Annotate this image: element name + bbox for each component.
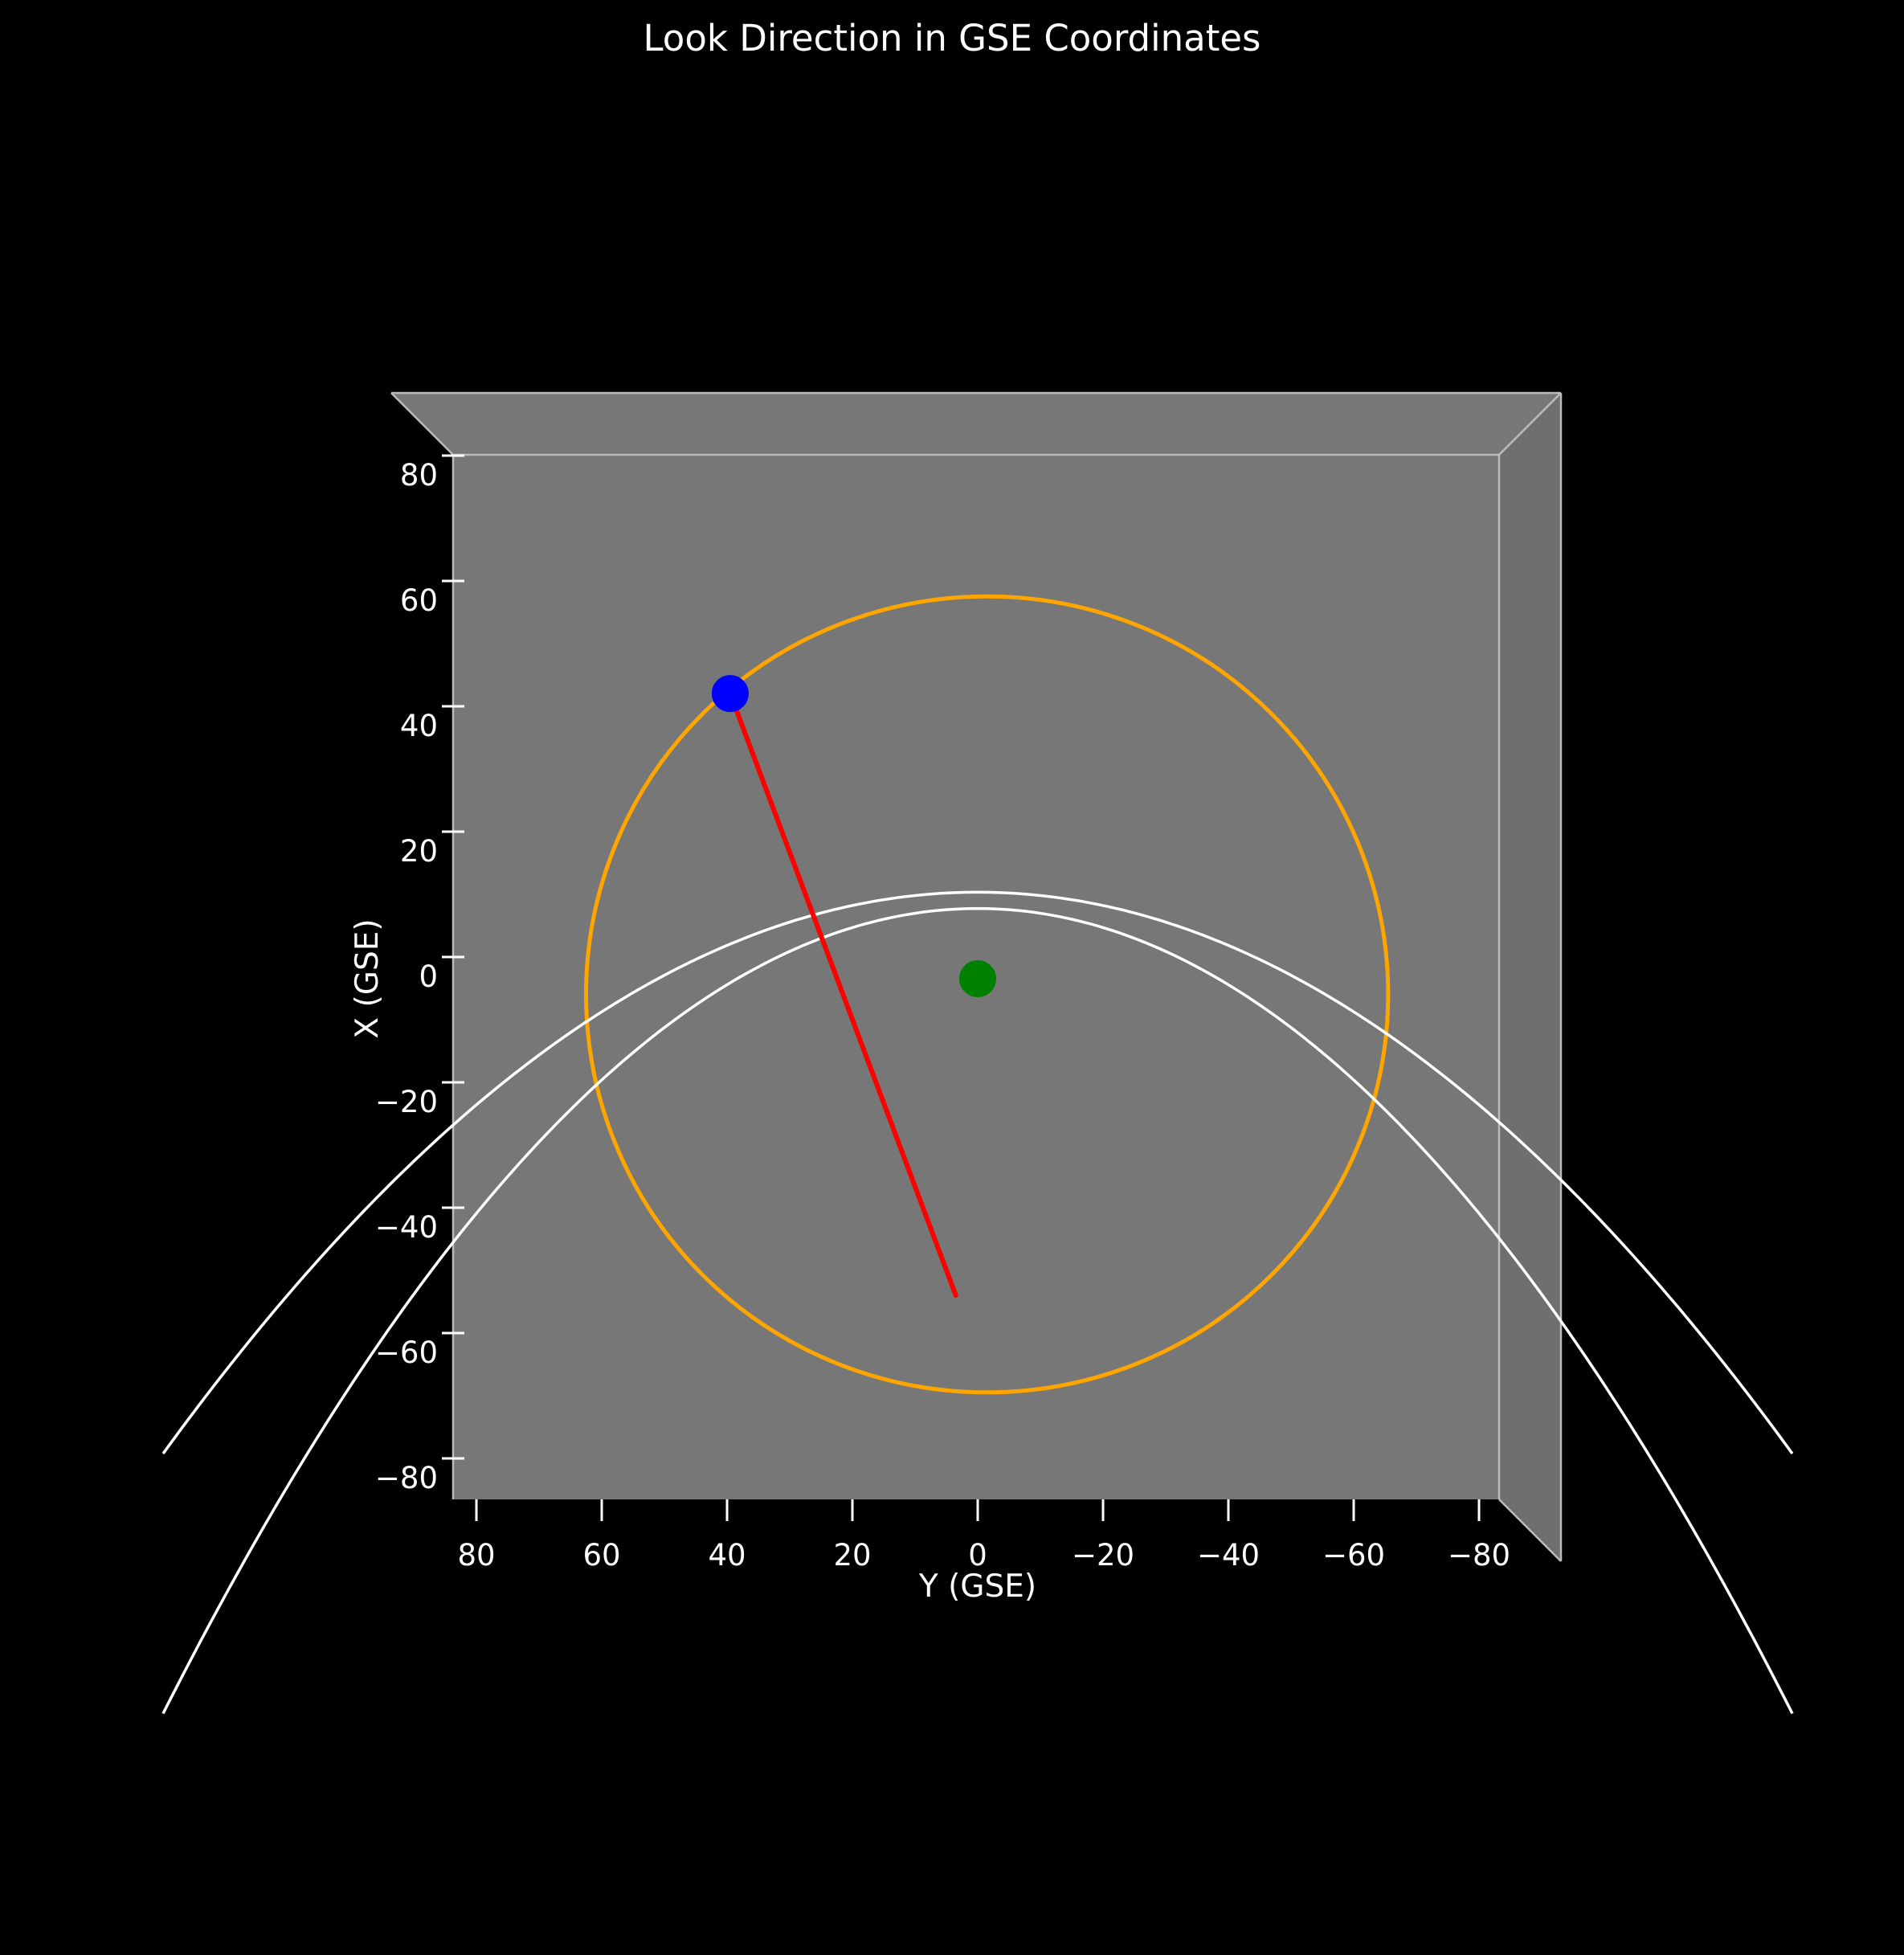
y-tick-label: 40 — [400, 709, 438, 743]
x-axis-label: Y (GSE) — [918, 1568, 1036, 1605]
boundary-curve — [161, 890, 1794, 1455]
x-tick-label: 60 — [582, 1538, 620, 1573]
series-layer — [161, 594, 1794, 1715]
y-tick-label: 20 — [400, 834, 438, 869]
right-pane — [1499, 393, 1561, 1561]
pane-edge — [1498, 1499, 1562, 1562]
y-axis-ticks: 80 60 40 20 0 −20 −40 −60 −80 — [375, 454, 464, 1495]
orbit-circle — [583, 594, 1391, 1395]
y-tick-label: −20 — [375, 1085, 438, 1119]
look-direction-line — [727, 691, 958, 1298]
earth-marker — [959, 960, 996, 997]
spacecraft-marker — [711, 675, 749, 713]
x-tick-label: 80 — [457, 1538, 495, 1573]
y-axis-label: X (GSE) — [349, 918, 386, 1038]
x-tick-label: 0 — [968, 1538, 987, 1573]
y-tick-label: 60 — [400, 583, 438, 618]
boundary-curve — [161, 906, 1794, 1715]
pane-edge — [1498, 392, 1562, 456]
x-tick-label: −60 — [1322, 1538, 1385, 1573]
y-tick-label: −40 — [375, 1210, 438, 1245]
chart-title: Look Direction in GSE Coordinates — [644, 17, 1261, 59]
y-tick-label: −60 — [375, 1335, 438, 1370]
y-tick-label: 0 — [419, 959, 438, 994]
pane-edge — [390, 392, 454, 456]
x-tick-label: 40 — [708, 1538, 746, 1573]
x-tick-label: 20 — [833, 1538, 871, 1573]
y-tick-label: 80 — [400, 458, 438, 493]
x-tick-label: −80 — [1448, 1538, 1510, 1573]
y-tick-label: −80 — [375, 1461, 438, 1495]
x-tick-label: −20 — [1072, 1538, 1134, 1573]
pane-edges — [390, 391, 1563, 1562]
x-tick-label: −40 — [1197, 1538, 1260, 1573]
top-pane — [391, 393, 1561, 455]
x-axis-ticks: 80 60 40 20 0 −20 −40 −60 −80 — [457, 1499, 1510, 1573]
